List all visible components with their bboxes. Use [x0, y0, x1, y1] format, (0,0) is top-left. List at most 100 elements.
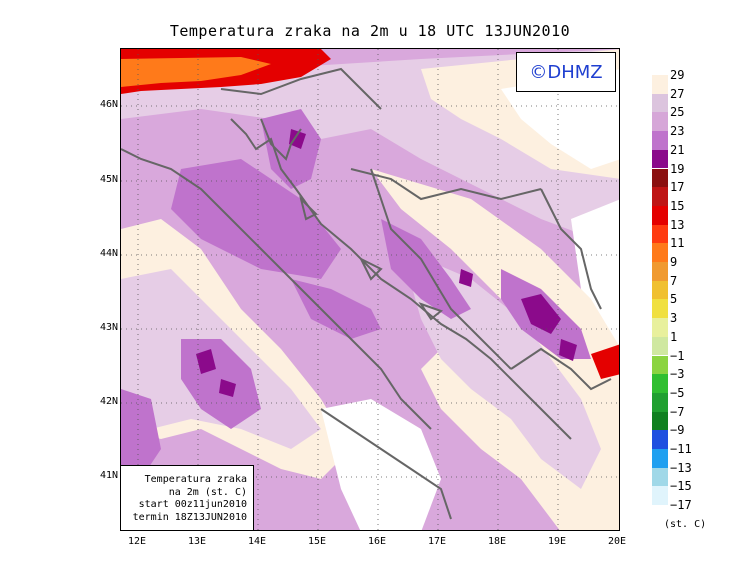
hot-core-5: [459, 269, 473, 287]
legend-label: 9: [670, 255, 678, 269]
lon-label-12e: 12E: [127, 536, 147, 547]
bosnia-border: [370, 168, 512, 370]
montenegro-border: [510, 347, 612, 391]
info-line-4: termin 18Z13JUN2010: [132, 511, 247, 523]
dhmz-logo: ©DHMZ: [516, 52, 616, 92]
alps-orange: [121, 57, 271, 87]
legend-swatch: [652, 280, 668, 300]
legend-swatch: [652, 392, 668, 412]
lon-label-18e: 18E: [487, 536, 507, 547]
islands-1: [358, 256, 383, 281]
temperature-map: [120, 48, 620, 531]
hot-core-1: [289, 129, 306, 149]
lat-label-45n: 45N: [99, 174, 118, 185]
legend-label: −1: [670, 348, 685, 363]
legend-swatch: [652, 336, 668, 356]
lon-label-17e: 17E: [427, 536, 447, 547]
sea-warm-band: [291, 279, 381, 339]
land-white-northeast: [501, 69, 619, 169]
legend-label: 5: [670, 292, 678, 307]
lon-label-13e: 13E: [187, 536, 207, 547]
legend-label: −15: [670, 479, 692, 494]
legend-label: −3: [670, 367, 685, 382]
legend-swatch: [652, 449, 668, 468]
legend-label: 25: [670, 105, 685, 120]
legend-swatch: [652, 486, 668, 506]
italy-south-white: [321, 399, 441, 530]
legend-label: −11: [670, 442, 692, 456]
istria-warm: [261, 109, 321, 189]
legend-swatch: [652, 112, 668, 132]
legend-swatch: [652, 205, 668, 225]
legend-swatch: [652, 318, 668, 337]
land-white-east: [571, 199, 619, 347]
legend-swatch: [652, 149, 668, 169]
lon-label-20e: 20E: [607, 536, 627, 547]
legend-swatch: [652, 131, 668, 150]
lat-label-43n: 43N: [99, 322, 118, 333]
legend-label: −7: [670, 404, 685, 419]
adriatic-east-coast: [230, 118, 572, 440]
hot-core-3: [196, 349, 216, 374]
lon-label-15e: 15E: [307, 536, 327, 547]
coastlines: [121, 67, 612, 520]
lon-label-16e: 16E: [367, 536, 387, 547]
legend-swatch: [652, 299, 668, 319]
albania-hot: [591, 344, 619, 379]
hot-core-2: [521, 294, 561, 334]
legend-label: −5: [670, 385, 685, 400]
italy-east-coast: [121, 148, 432, 430]
slovenia-border: [220, 67, 382, 110]
legend-label: 1: [670, 329, 678, 344]
legend-label: 21: [670, 142, 685, 157]
graticule: [121, 49, 619, 530]
legend-label: 23: [670, 124, 685, 139]
legend-swatch: [652, 430, 668, 449]
legend-swatch: [652, 243, 668, 262]
lon-label-14e: 14E: [247, 536, 267, 547]
islands-3: [299, 195, 318, 221]
legend-label: 29: [670, 68, 685, 82]
info-line-2: na 2m (st. C): [168, 486, 247, 498]
croatia-border-north: [350, 168, 542, 201]
legend-label: 15: [670, 198, 685, 213]
legend-units: (st. C): [664, 519, 707, 530]
lat-label-44n: 44N: [99, 248, 118, 259]
adriatic-warm-north: [171, 159, 341, 279]
legend-swatch: [652, 93, 668, 113]
chart-title: Temperatura zraka na 2m u 18 UTC 13JUN20…: [169, 22, 571, 40]
islands-2: [418, 302, 444, 321]
legend-label: 3: [670, 311, 678, 326]
lat-label-41n: 41N: [99, 470, 118, 481]
serbia-border: [540, 188, 602, 310]
lat-label-46n: 46N: [99, 99, 118, 110]
legend-label: 11: [670, 236, 685, 251]
legend-label: 19: [670, 161, 685, 176]
legend-label: −9: [670, 423, 685, 438]
legend-swatch: [652, 411, 668, 431]
hot-core-6: [559, 339, 577, 361]
legend-swatch: [652, 168, 668, 188]
legend-label: 27: [670, 86, 685, 101]
info-line-3: start 00z11jun2010: [138, 499, 247, 510]
legend-swatch: [652, 374, 668, 393]
map-canvas: [121, 49, 619, 530]
legend-swatch: [652, 355, 668, 375]
legend-swatch: [652, 75, 668, 94]
legend-swatch: [652, 187, 668, 206]
legend-swatch: [652, 262, 668, 281]
legend-swatch: [652, 224, 668, 244]
info-box: Temperatura zraka na 2m (st. C) start 00…: [121, 465, 254, 530]
hot-core-4: [219, 379, 236, 397]
lat-label-42n: 42N: [99, 396, 118, 407]
legend-swatch: [652, 467, 668, 487]
legend-label: −13: [670, 460, 692, 475]
istria-coast: [260, 118, 302, 161]
legend-label: 7: [670, 273, 678, 288]
coast-south-warm: [121, 389, 161, 479]
lon-label-19e: 19E: [547, 536, 567, 547]
legend-label: 17: [670, 180, 685, 195]
legend-label: 13: [670, 217, 685, 232]
italy-heel: [320, 408, 452, 520]
info-line-1: Temperatura zraka: [144, 474, 247, 485]
